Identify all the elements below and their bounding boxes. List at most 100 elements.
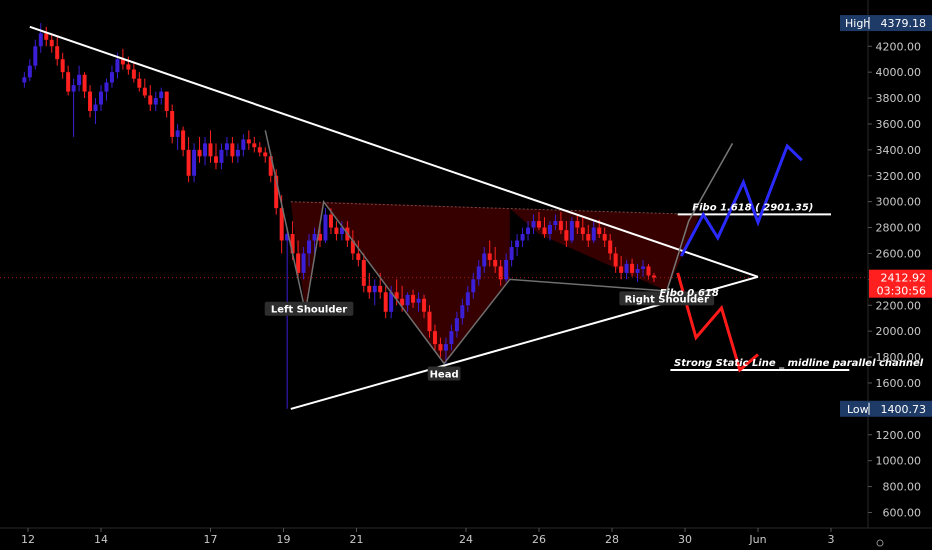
candle bbox=[476, 259, 481, 286]
candle-body bbox=[416, 298, 421, 303]
candle bbox=[482, 246, 487, 273]
candle bbox=[224, 136, 229, 157]
candle bbox=[547, 221, 552, 241]
high-tag-value: 4379.18 bbox=[881, 17, 927, 30]
candle bbox=[487, 240, 492, 267]
candle-body bbox=[383, 292, 388, 312]
candle-body bbox=[148, 95, 153, 105]
candle-body bbox=[334, 227, 339, 235]
y-tick-label: 2600.00 bbox=[876, 247, 922, 260]
candle bbox=[164, 91, 169, 118]
candle bbox=[213, 143, 218, 170]
candle bbox=[383, 285, 388, 319]
candle-body bbox=[619, 266, 624, 273]
head-label-bg bbox=[427, 366, 461, 381]
candle bbox=[405, 292, 410, 312]
candle bbox=[504, 253, 509, 282]
low-tag-label: Low bbox=[847, 403, 869, 416]
candle-body bbox=[630, 263, 635, 273]
candle bbox=[263, 147, 268, 163]
candle bbox=[624, 259, 629, 280]
candle-body bbox=[613, 253, 618, 267]
candle-body bbox=[405, 294, 410, 306]
candle bbox=[33, 39, 38, 70]
candle bbox=[246, 130, 251, 150]
low-tag-value: 1400.73 bbox=[881, 403, 927, 416]
settings-icon[interactable] bbox=[876, 539, 884, 547]
y-tick-label: 1800.00 bbox=[876, 351, 922, 364]
candle-body bbox=[422, 298, 427, 312]
candle bbox=[520, 227, 525, 247]
candle-body bbox=[394, 292, 399, 299]
pattern-fill-layer bbox=[290, 201, 700, 364]
candle-body bbox=[55, 46, 60, 60]
candle bbox=[575, 214, 580, 235]
y-tick-label: 800.00 bbox=[883, 481, 922, 494]
candle-body bbox=[263, 152, 268, 157]
candle-body bbox=[246, 139, 251, 144]
candle-body bbox=[339, 227, 344, 235]
candle bbox=[438, 337, 443, 358]
candle-body bbox=[252, 143, 257, 148]
y-tick-label: 3800.00 bbox=[876, 92, 922, 105]
candle-body bbox=[38, 33, 43, 47]
candle-body bbox=[203, 143, 208, 157]
left-shoulder-fill bbox=[290, 201, 324, 312]
candle bbox=[460, 298, 465, 325]
upper-trendline[interactable] bbox=[29, 25, 759, 278]
candle bbox=[252, 136, 257, 153]
y-tick-label: 2200.00 bbox=[876, 299, 922, 312]
candle bbox=[367, 272, 372, 299]
candle-body bbox=[454, 318, 459, 332]
candle-body bbox=[279, 208, 284, 241]
candle-body bbox=[104, 82, 109, 92]
candle-body bbox=[49, 39, 54, 47]
candle-body bbox=[504, 259, 509, 280]
x-tick-label: 24 bbox=[459, 533, 473, 546]
candle-body bbox=[443, 344, 448, 351]
y-tick-label: 3400.00 bbox=[876, 144, 922, 157]
candle bbox=[137, 72, 142, 92]
candle-body bbox=[131, 69, 136, 79]
head-fill bbox=[323, 201, 510, 364]
candle-body bbox=[586, 234, 591, 241]
candle-body bbox=[531, 221, 536, 228]
candle-body bbox=[651, 275, 656, 278]
candle bbox=[416, 292, 421, 312]
y-tick-label: 2800.00 bbox=[876, 222, 922, 235]
candle-body bbox=[213, 156, 218, 163]
candle-body bbox=[328, 214, 333, 228]
candle bbox=[109, 65, 114, 88]
candle-body bbox=[323, 214, 328, 241]
candle bbox=[208, 130, 213, 163]
candle bbox=[82, 72, 87, 99]
candle bbox=[608, 234, 613, 260]
candle-body bbox=[641, 266, 646, 269]
candle bbox=[498, 259, 503, 286]
candle bbox=[99, 85, 103, 112]
bearish-projection-arrow bbox=[676, 272, 759, 373]
candle-body bbox=[602, 234, 607, 241]
candle bbox=[361, 253, 366, 293]
candle-body bbox=[230, 143, 235, 157]
candle bbox=[641, 259, 646, 277]
x-tick-label: 17 bbox=[204, 533, 218, 546]
y-tick-label: 4000.00 bbox=[876, 66, 922, 79]
candle-body bbox=[526, 227, 531, 235]
candle bbox=[427, 305, 432, 338]
candle-body bbox=[515, 240, 520, 247]
candle-body bbox=[164, 91, 169, 112]
drawings-layer bbox=[0, 25, 868, 410]
candle-body bbox=[569, 221, 574, 241]
low-tag-bg bbox=[840, 400, 932, 417]
candle bbox=[88, 85, 93, 118]
candle-body bbox=[77, 74, 82, 86]
candle-body bbox=[22, 77, 27, 83]
left-shoulder-label: Left Shoulder bbox=[271, 305, 347, 316]
candles-layer bbox=[22, 23, 656, 409]
candle-body bbox=[509, 246, 514, 260]
candle bbox=[493, 246, 498, 273]
high-tag-label: High bbox=[845, 17, 870, 30]
